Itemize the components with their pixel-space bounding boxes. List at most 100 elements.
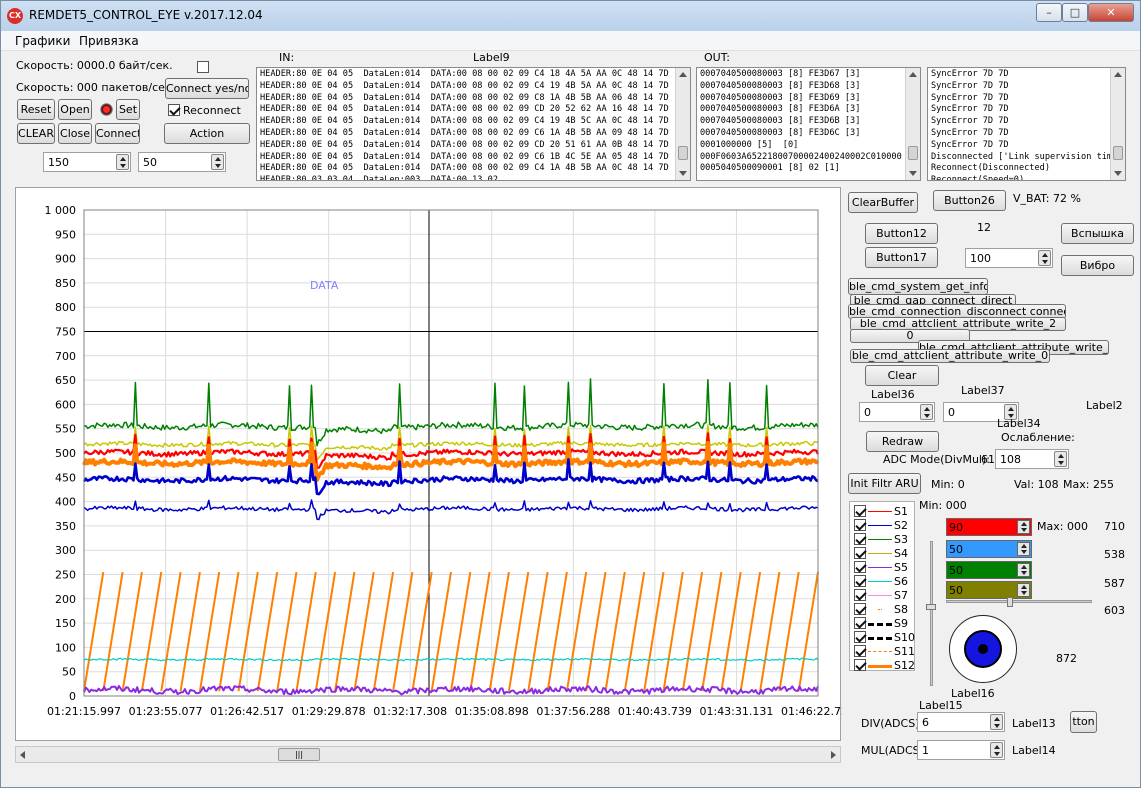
spin-arrows-icon[interactable] [920,404,933,420]
chart-panel[interactable]: 0 50 100 150 200 250 300 350 400 450 500 550 600 650 7… [15,187,855,742]
series-checkbox[interactable] [854,533,866,545]
spin-adc[interactable]: 108 [995,449,1069,469]
menu-grafiki[interactable]: Графики [15,34,71,48]
in-log[interactable]: HEADER:80 0E 04 05 DataLen:014 DATA:00 0… [256,67,691,181]
speed-checkbox[interactable] [197,61,209,73]
color-bar-red[interactable]: 90 [946,518,1032,536]
scroll-thumb[interactable] [908,146,918,160]
tton-button[interactable]: tton [1070,711,1097,733]
zero-button[interactable]: 0 [850,329,970,343]
sys-log[interactable]: SyncError 7D 7D SyncError 7D 7D SyncError … [927,67,1126,181]
series-item-s3[interactable]: S3 [852,533,914,547]
spin-arrows-icon[interactable] [1054,451,1067,467]
series-item-s4[interactable]: S4 [852,547,914,561]
scroll-right-arrow-icon[interactable] [831,751,836,759]
ble-disconnect-button[interactable]: ble_cmd_connection_disconnect connection [848,304,1066,319]
series-checkbox[interactable] [854,575,866,587]
series-swatch [868,665,892,668]
series-line-s12 [82,440,820,482]
series-checkbox[interactable] [854,631,866,643]
spin-arrows-icon[interactable] [990,714,1003,730]
open-button[interactable]: Open [58,99,92,120]
button26[interactable]: Button26 [933,190,1006,211]
series-item-s8[interactable]: S8 [852,603,914,617]
connect-button[interactable]: Connect [95,123,140,144]
scroll-thumb[interactable]: ||| [278,748,320,761]
series-checkbox[interactable] [854,603,866,615]
title-bar[interactable]: CX REMDET5_CONTROL_EYE v.2017.12.04 – □ … [1,1,1140,31]
spin-a[interactable]: 150 [43,152,131,172]
init-filtr-aru-button[interactable]: Init Filtr ARU [848,473,921,494]
clear-button[interactable]: Clear [865,365,939,386]
series-checkbox[interactable] [854,589,866,601]
spin-div[interactable]: 6 [917,712,1005,732]
action-button[interactable]: Action [164,123,250,144]
scroll-thumb[interactable] [678,146,688,160]
scroll-left-arrow-icon[interactable] [20,751,25,759]
color-bar-olive[interactable]: 50 [946,581,1032,599]
series-item-s7[interactable]: S7 [852,589,914,603]
spin-arrows-icon[interactable] [1017,583,1030,597]
out-log-scrollbar[interactable] [905,68,920,180]
maximize-icon[interactable]: □ [1062,3,1088,22]
vertical-slider-thumb[interactable] [926,604,936,610]
button12[interactable]: Button12 [865,223,938,244]
menu-privyazka[interactable]: Привязка [79,34,139,48]
minimize-icon[interactable]: – [1036,3,1062,22]
button17[interactable]: Button17 [865,247,938,268]
vertical-slider[interactable] [930,541,933,686]
series-checkbox[interactable] [854,659,866,671]
series-item-s5[interactable]: S5 [852,561,914,575]
scroll-thumb[interactable] [1113,146,1123,160]
ble-get-info-button[interactable]: ble_cmd_system_get_info [848,278,988,295]
series-item-s2[interactable]: S2 [852,519,914,533]
series-checkbox[interactable] [854,519,866,531]
ble-write0-button[interactable]: ble_cmd_attclient_attribute_write_0 [850,349,1050,363]
series-checkbox[interactable] [854,547,866,559]
horizontal-slider-thumb[interactable] [1007,597,1013,607]
series-checkbox[interactable] [854,505,866,517]
spin-mul[interactable]: 1 [917,740,1005,760]
clear-caps-button[interactable]: CLEAR [17,123,55,144]
sys-log-scrollbar[interactable] [1110,68,1125,180]
spin-arrows-icon[interactable] [1038,250,1051,266]
out-log[interactable]: 0007040500080003 [8] FE3D67 [3] 000704050… [696,67,921,181]
series-checkbox[interactable] [854,645,866,657]
color-bar-green[interactable]: 50 [946,561,1032,579]
series-item-s11[interactable]: S11 [852,645,915,659]
series-checkbox[interactable] [854,617,866,629]
close-icon[interactable]: ✕ [1088,3,1134,22]
color-bar-blue[interactable]: 50 [946,540,1032,558]
vspyshka-button[interactable]: Вспышка [1061,223,1134,244]
spin-arrows-icon[interactable] [116,154,129,170]
series-list[interactable]: S1 S2 S3 S4 S5 S6 S7 S8 S9 S10 S11 S12 [849,501,915,673]
connect-yes-no-button[interactable]: Connect yes/no [165,78,249,99]
horizontal-slider[interactable] [946,600,1092,603]
spin-arrows-icon[interactable] [1004,404,1017,420]
clearbuffer-button[interactable]: ClearBuffer [848,192,918,213]
series-item-s9[interactable]: S9 [852,617,914,631]
in-log-scrollbar[interactable] [675,68,690,180]
spin-100[interactable]: 100 [965,248,1053,268]
series-item-s12[interactable]: S12 [852,659,915,673]
spin-b[interactable]: 50 [138,152,226,172]
vibro-button[interactable]: Вибро [1061,255,1134,276]
series-item-s6[interactable]: S6 [852,575,914,589]
reconnect-checkbox[interactable] [168,104,180,116]
spin-label37[interactable]: 0 [943,402,1019,422]
data-chart[interactable]: 0 50 100 150 200 250 300 350 400 450 500 550 600 650 7… [16,188,855,742]
series-item-s1[interactable]: S1 [852,505,914,519]
spin-arrows-icon[interactable] [1017,520,1030,534]
close-button[interactable]: Close [58,123,92,144]
set-button[interactable]: Set [116,99,140,120]
spin-label36[interactable]: 0 [859,402,935,422]
spin-arrows-icon[interactable] [990,742,1003,758]
chart-horizontal-scrollbar[interactable]: ||| [15,746,841,763]
spin-arrows-icon[interactable] [1017,563,1030,577]
spin-arrows-icon[interactable] [211,154,224,170]
spin-arrows-icon[interactable] [1017,542,1030,556]
redraw-button[interactable]: Redraw [866,431,939,452]
series-checkbox[interactable] [854,561,866,573]
reset-button[interactable]: Reset [17,99,55,120]
series-item-s10[interactable]: S10 [852,631,915,645]
